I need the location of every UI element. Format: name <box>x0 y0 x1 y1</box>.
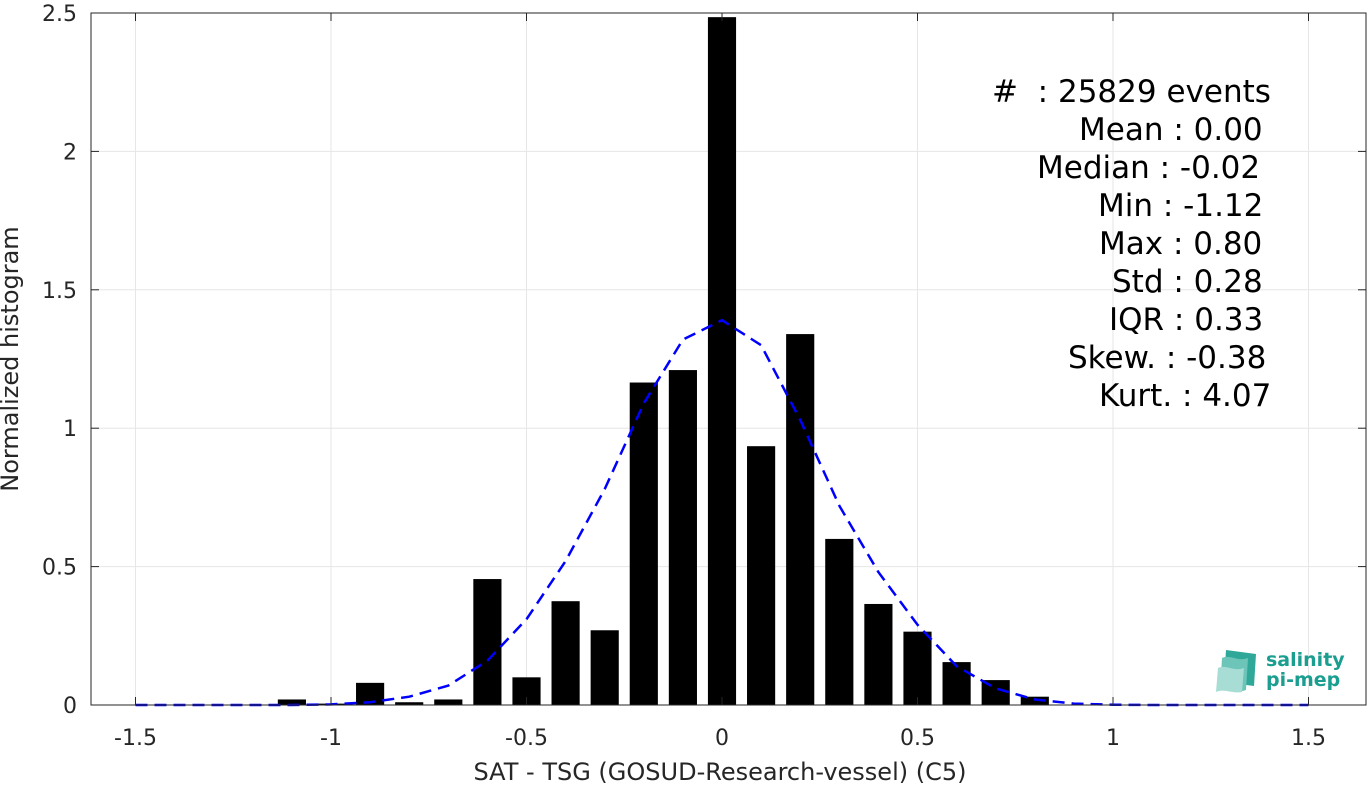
histogram-bars <box>277 17 1049 706</box>
x-tick-label: 0.5 <box>900 726 935 751</box>
stat-skew: Skew. : -0.38 <box>1068 340 1267 376</box>
stat-iqr: IQR : 0.33 <box>1109 302 1264 338</box>
y-tick-label: 2 <box>63 140 77 165</box>
y-tick-label: 1.5 <box>42 279 77 304</box>
x-tick-label: 1 <box>1106 726 1120 751</box>
histogram-bar <box>277 699 306 705</box>
histogram-bar <box>395 702 424 705</box>
stat-median: Median : -0.02 <box>1037 150 1261 186</box>
histogram-bar <box>825 538 854 705</box>
y-tick-label: 1 <box>63 417 77 442</box>
histogram-bar <box>590 630 619 705</box>
logo-text-line1: salinity <box>1266 649 1345 671</box>
histogram-bar <box>786 334 815 705</box>
stat-max: Max : 0.80 <box>1099 226 1263 262</box>
histogram-bar <box>1020 696 1049 705</box>
stat-kurt: Kurt. : 4.07 <box>1099 378 1272 414</box>
x-tick-label: -0.5 <box>505 726 548 751</box>
stat-std: Std : 0.28 <box>1112 264 1263 300</box>
y-tick-label: 2.5 <box>42 2 77 27</box>
x-axis-ticks: -1.5 -1 -0.5 0 0.5 1 1.5 <box>114 13 1326 751</box>
stat-count: # : 25829 events <box>992 74 1271 110</box>
histogram-bar <box>473 579 502 705</box>
x-tick-label: 1.5 <box>1291 726 1326 751</box>
histogram-bar <box>747 446 776 705</box>
x-tick-label: -1 <box>320 726 342 751</box>
histogram-bar <box>903 631 932 705</box>
histogram-bar <box>629 382 658 705</box>
histogram-bar <box>551 601 580 705</box>
x-tick-label: 0 <box>715 726 729 751</box>
x-axis-title: SAT - TSG (GOSUD-Research-vessel) (C5) <box>474 758 967 785</box>
x-tick-label: -1.5 <box>114 726 157 751</box>
plot-frame <box>90 12 1367 706</box>
histogram-bar <box>434 699 463 705</box>
y-axis-title: Normalized histogram <box>0 226 24 491</box>
histogram-bar <box>668 370 697 705</box>
histogram-bar <box>356 682 385 705</box>
y-tick-label: 0 <box>63 694 77 719</box>
waves-logo-icon <box>1216 650 1256 693</box>
y-axis-ticks: 0 0.5 1 1.5 2 2.5 <box>42 2 1366 719</box>
histogram-bar <box>707 17 737 706</box>
stat-mean: Mean : 0.00 <box>1079 112 1263 148</box>
histogram-bar <box>942 662 971 705</box>
salinity-pi-mep-logo: salinity pi-mep <box>1216 646 1346 696</box>
stat-min: Min : -1.12 <box>1098 188 1264 224</box>
histogram-bar <box>864 603 893 705</box>
y-tick-label: 0.5 <box>42 556 77 581</box>
logo-text-line2: pi-mep <box>1266 669 1341 691</box>
